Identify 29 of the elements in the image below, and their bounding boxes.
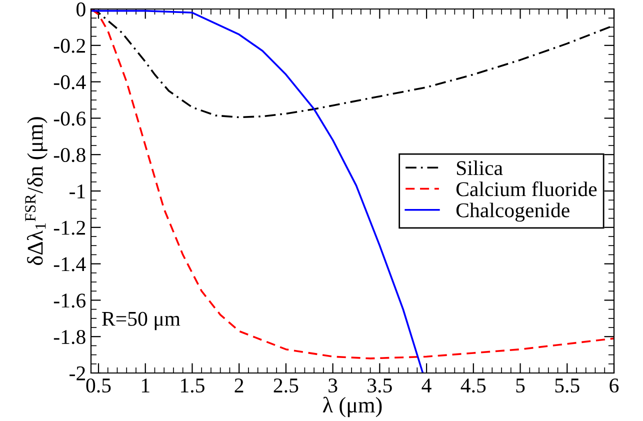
legend-label: Calcium fluoride xyxy=(456,181,597,196)
x-tick-label: 1 xyxy=(142,378,150,392)
x-tick-label: 3.5 xyxy=(368,378,392,393)
x-tick-label: 1.5 xyxy=(181,378,204,393)
y-tick-label: -1.8 xyxy=(54,330,86,344)
x-tick-label: 4.5 xyxy=(460,378,486,393)
y-tick-label: -0.4 xyxy=(54,75,86,90)
x-axis-title: λ (μm) xyxy=(322,396,382,418)
x-tick-label: 5 xyxy=(516,378,525,393)
x-tick-label: 6 xyxy=(610,378,619,393)
y-tick-label: 0 xyxy=(76,2,86,16)
y-axis-title: δΔλ$_{1}$$^{FSR}$/δn (μm) xyxy=(25,117,48,266)
legend-label: Chalcogenide xyxy=(456,202,570,222)
x-tick-label: 2.5 xyxy=(274,378,298,393)
x-tick-label: 3 xyxy=(328,378,338,393)
y-tick-label: -1.4 xyxy=(54,257,86,272)
y-tick-label: -1.6 xyxy=(54,294,86,308)
x-tick-label: 2 xyxy=(234,378,244,392)
y-tick-label: -1.2 xyxy=(54,220,85,235)
annotation: R=50 μm xyxy=(102,312,180,330)
y-tick-label: -1 xyxy=(70,184,85,198)
x-tick-label: 0.5 xyxy=(86,378,111,393)
y-tick-label: -0.8 xyxy=(54,148,86,162)
y-tick-label: -2 xyxy=(70,366,85,380)
y-tick-label: -0.6 xyxy=(54,112,86,126)
legend-label: Silica xyxy=(456,160,503,176)
y-tick-label: -0.2 xyxy=(54,38,85,53)
x-tick-label: 4 xyxy=(422,378,432,392)
x-tick-label: 5.5 xyxy=(555,378,580,393)
